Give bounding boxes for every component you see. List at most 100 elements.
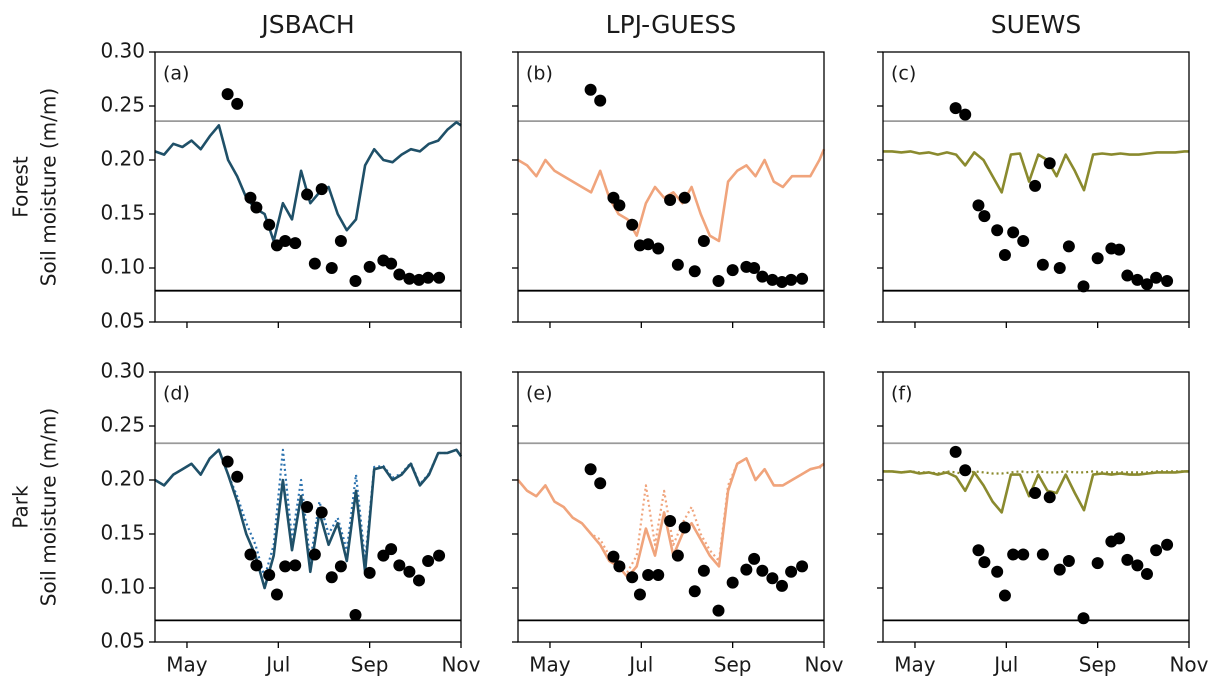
y-tick-label: 0.05 [100,309,145,333]
observation-point [433,271,446,284]
series-line [154,448,463,590]
observation-point [664,515,677,528]
observation-point [301,188,314,201]
observation-point [289,559,302,572]
observation-point [1017,235,1030,247]
observation-point [315,183,328,196]
observation-point [998,249,1011,262]
observation-point [949,445,962,458]
observation-point [412,273,425,286]
observation-point [671,549,684,562]
observation-point [221,455,234,468]
plot-frame [882,371,1190,643]
observation-point [959,108,972,121]
column-title: SUEWS [991,10,1082,39]
observation-point [1007,548,1020,561]
x-tick-label: Jul [264,653,290,677]
observation-point [385,257,398,270]
y-tick-label: 0.05 [100,629,145,653]
x-tick-label: Nov [441,653,480,677]
observation-point [1091,557,1104,570]
observation-point [998,589,1011,602]
y-tick-label: 0.25 [100,413,145,437]
observation-point [315,506,328,519]
observation-point [1029,486,1042,499]
observation-point [785,565,798,578]
observation-point [626,571,639,584]
observation-point [393,559,406,572]
observation-point [697,235,710,247]
observation-point [334,560,347,573]
plot-frame [517,51,825,323]
observation-point [1113,243,1126,256]
series-line [883,150,1189,194]
observation-point [221,88,234,101]
observation-point [671,258,684,271]
observation-point [594,94,607,107]
observation-point [1131,559,1144,572]
observation-point [1077,280,1090,293]
observation-point [991,224,1004,237]
row-label: Forest [9,156,33,218]
observation-point [289,237,302,250]
observation-point [613,560,626,573]
observation-point [678,521,691,534]
observation-point [978,556,991,569]
observation-point [244,191,257,204]
observation-point [231,97,244,110]
observation-point [594,477,607,490]
observation-point [959,464,972,477]
observation-point [1036,258,1049,271]
observation-point [991,565,1004,578]
observation-point [775,276,788,289]
observation-point [972,544,985,557]
y-tick-label: 0.15 [100,201,145,225]
plot-frame [882,51,1190,323]
observation-point [308,257,321,270]
observation-point [1029,179,1042,192]
observation-point [403,272,416,285]
observation-point [775,579,788,592]
observation-point [412,574,425,587]
observation-point [584,83,597,96]
observation-point [433,549,446,562]
y-tick-label: 0.10 [100,255,145,279]
observation-point [325,571,338,584]
observation-point [1043,157,1056,170]
observation-point [301,501,314,513]
column-title: LPJ-GUESS [606,10,737,39]
x-tick-label: Sep [351,653,389,677]
panel-label: (a) [163,63,189,85]
observation-point [1121,269,1134,282]
x-tick-label: Nov [804,653,843,677]
panel-label: (c) [891,63,916,85]
y-tick-label: 0.30 [100,39,145,63]
observation-point [642,238,655,251]
observation-point [740,563,753,576]
observation-point [1053,563,1066,576]
y-tick-label: 0.25 [100,93,145,117]
observation-point [652,569,665,582]
panel-label: (f) [891,383,913,405]
observation-point [766,572,779,585]
column-title: JSBACH [259,10,354,39]
observation-point [1161,538,1174,551]
observation-point [422,271,435,284]
observation-point [1161,274,1174,287]
observation-point [972,199,985,212]
observation-point [1007,226,1020,239]
observation-point [1140,567,1153,580]
observation-point [1121,553,1134,566]
observation-point [1113,532,1126,545]
observation-point [748,552,761,565]
observation-point [726,264,739,277]
observation-point [712,274,725,287]
observation-point [263,218,276,231]
observation-point [726,576,739,589]
y-axis-label: Soil moisture (m/m) [37,88,61,286]
x-tick-label: May [529,653,571,677]
plot-frame [154,51,462,323]
observation-point [678,191,691,204]
observation-point [263,569,276,582]
series-line [517,457,825,573]
